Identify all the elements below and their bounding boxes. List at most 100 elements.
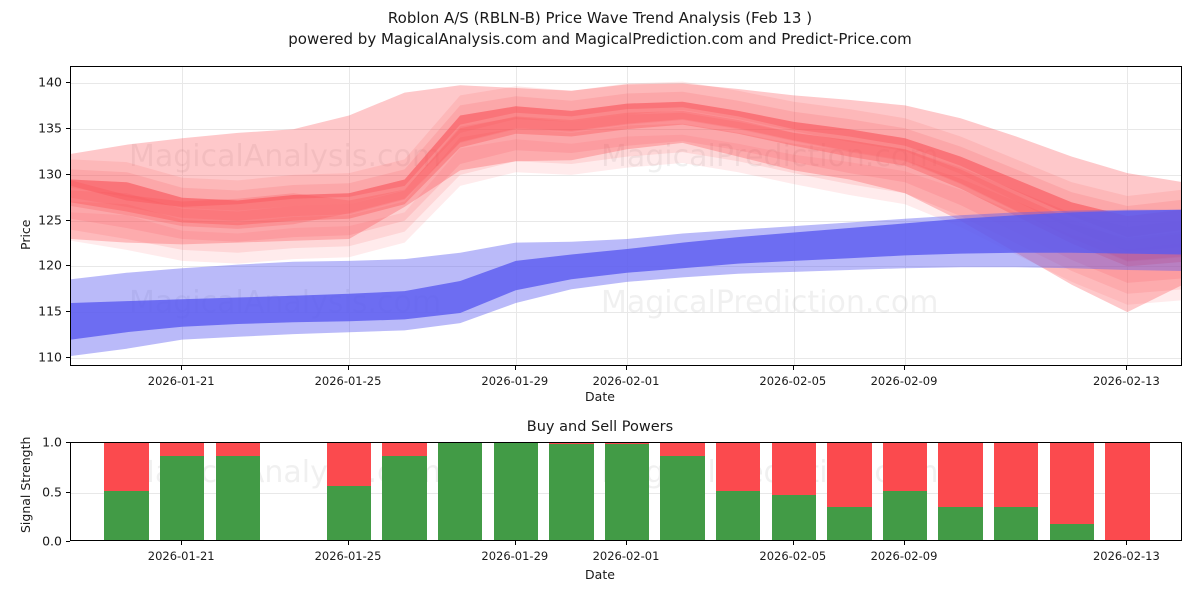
- price-gridline-v: [793, 67, 795, 365]
- sell-power-bar: [326, 443, 372, 486]
- sell-power-bar: [771, 443, 817, 496]
- buy-power-bar: [882, 490, 928, 540]
- signal-x-tick-mark: [904, 541, 905, 545]
- signal-x-axis-title: Date: [585, 567, 615, 582]
- sell-power-bar: [215, 443, 261, 456]
- price-y-tick-label: 115: [38, 303, 62, 319]
- bull-wave-inner-band: [71, 209, 1181, 340]
- price-x-tick-label: 2026-02-13: [1092, 374, 1160, 388]
- buy-power-bar: [382, 455, 427, 540]
- signal-x-tick-mark: [348, 541, 349, 545]
- price-y-tick-label: 125: [38, 212, 62, 228]
- price-gridline-h: [71, 174, 1181, 176]
- buy-power-bar: [549, 443, 594, 540]
- price-y-tick-mark: [66, 128, 70, 130]
- price-gridline-h: [71, 357, 1181, 359]
- signal-x-tick-label: 2026-02-05: [759, 549, 827, 563]
- price-y-tick-mark: [66, 356, 70, 358]
- sell-power-bar: [715, 443, 761, 491]
- signal-x-tick-label: 2026-02-01: [592, 549, 660, 563]
- price-gridline-v: [627, 67, 628, 365]
- buy-power-bar: [715, 490, 761, 540]
- buy-power-bar: [104, 490, 149, 540]
- price-gridline-v: [515, 67, 517, 365]
- price-gridline-v: [349, 67, 350, 365]
- buy-power-bar: [159, 455, 205, 540]
- buy-power-bar: [604, 443, 650, 540]
- bear-wave-striation-0: [71, 81, 1181, 252]
- buy-power-bar: [660, 455, 705, 540]
- price-y-tick-label: 140: [38, 74, 62, 90]
- signal-x-tick-mark: [626, 541, 627, 545]
- signal-x-tick-mark: [792, 541, 794, 545]
- sell-power-bar: [1105, 443, 1150, 540]
- bear-wave-outer-band: [71, 83, 1181, 313]
- price-x-tick-label: 2026-01-29: [481, 374, 549, 388]
- sell-power-bar: [827, 443, 872, 508]
- page-title: Roblon A/S (RBLN-B) Price Wave Trend Ana…: [387, 9, 813, 27]
- buy-power-bar: [215, 455, 261, 540]
- price-y-tick-label: 130: [38, 166, 62, 182]
- bear-wave-mid-band: [71, 101, 1181, 267]
- sell-power-bar: [604, 443, 650, 444]
- price-gridline-h: [71, 129, 1181, 131]
- bear-wave-striation-4: [71, 134, 1181, 305]
- signal-x-tick-label: 2026-02-09: [870, 549, 938, 563]
- price-wave-panel: Price 110 115 120 125 130 135 140 MagicalAnaly…: [18, 66, 1182, 404]
- sell-power-bar: [1049, 443, 1095, 525]
- signal-y-tick-label: 1.0: [42, 434, 62, 450]
- price-gridline-h: [71, 220, 1181, 222]
- signal-x-tick-label: 2026-01-21: [147, 549, 215, 563]
- bear-wave-striation-2: [71, 112, 1181, 283]
- price-x-tick-label: 2026-01-25: [314, 374, 382, 388]
- price-x-axis-title: Date: [585, 389, 615, 404]
- buy-power-bar: [938, 507, 983, 540]
- sell-power-bar: [382, 443, 427, 456]
- signal-y-tick-mark: [66, 541, 70, 542]
- signal-x-tick-mark: [181, 541, 183, 545]
- page-subtitle: powered by MagicalAnalysis.com and Magic…: [288, 30, 912, 48]
- buy-power-bar: [493, 443, 539, 540]
- price-y-tick-mark: [66, 219, 70, 221]
- sell-power-bar: [882, 443, 928, 491]
- price-gridline-h: [71, 312, 1181, 314]
- price-x-tick-label: 2026-02-05: [759, 374, 827, 388]
- buy-power-bar: [437, 443, 483, 540]
- signal-x-tick-label: 2026-01-29: [481, 549, 549, 563]
- signal-y-tick-mark: [66, 442, 70, 443]
- buy-power-bar: [993, 507, 1039, 540]
- signal-plot-area: MagicalAnalysis.com MagicalPrediction.co…: [70, 442, 1182, 541]
- signal-y-tick-label: 0.0: [42, 533, 62, 549]
- price-x-tick-mark: [514, 366, 516, 370]
- price-y-tick-mark: [66, 311, 70, 313]
- buy-power-bar: [1049, 524, 1095, 540]
- sell-power-bar: [549, 443, 594, 444]
- price-y-tick-mark: [66, 82, 70, 84]
- price-y-tick-mark: [66, 173, 70, 175]
- signal-x-tick-label: 2026-02-13: [1092, 549, 1160, 563]
- price-x-tick-mark: [348, 366, 349, 370]
- price-x-tick-label: 2026-02-01: [592, 374, 660, 388]
- price-plot-area: MagicalAnalysis.com MagicalPrediction.co…: [70, 66, 1182, 366]
- price-x-tick-mark: [792, 366, 794, 370]
- sell-power-bar: [660, 443, 705, 456]
- signal-x-tick-mark: [514, 541, 516, 545]
- buy-power-bar: [771, 495, 817, 540]
- price-y-tick-label: 110: [38, 349, 62, 365]
- price-x-tick-label: 2026-02-09: [870, 374, 938, 388]
- price-y-tick-label: 120: [38, 257, 62, 273]
- price-gridline-v: [182, 67, 184, 365]
- bear-wave-striation-3: [71, 123, 1181, 294]
- price-x-tick-mark: [181, 366, 183, 370]
- price-y-tick-label: 135: [38, 120, 62, 136]
- price-x-tick-label: 2026-01-21: [147, 374, 215, 388]
- signal-y-tick-label: 0.5: [42, 484, 62, 499]
- buy-power-bar: [827, 507, 872, 540]
- signal-x-tick-mark: [1126, 541, 1128, 545]
- bear-wave-striation-1: [71, 91, 1181, 262]
- buy-power-bar: [326, 485, 372, 540]
- buy-sell-powers-panel: Buy and Sell Powers Signal Strength 0.0 0…: [0, 405, 1200, 600]
- price-x-tick-mark: [904, 366, 905, 370]
- signal-x-tick-label: 2026-01-25: [314, 549, 382, 563]
